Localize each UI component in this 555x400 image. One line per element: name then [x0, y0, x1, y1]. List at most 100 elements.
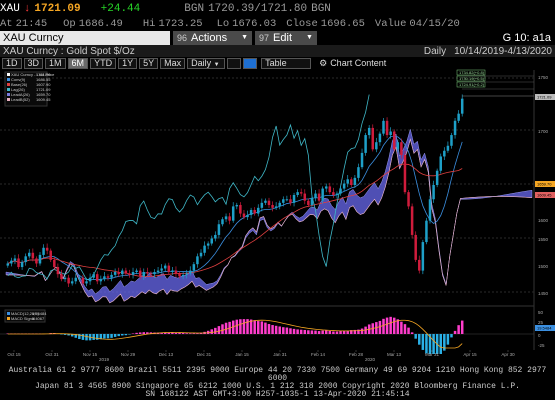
table-button[interactable]: Table: [261, 57, 312, 69]
legend-label: LeadB(52): [11, 97, 30, 102]
legend-label: XAU Curncy - Last Price: [11, 72, 55, 77]
macd-bar: [192, 333, 196, 334]
macd-bar: [378, 320, 382, 334]
macd-bar: [321, 330, 324, 334]
macd-bar: [271, 325, 274, 334]
range-1m-button[interactable]: 1M: [45, 57, 66, 69]
range-max-button[interactable]: Max: [160, 57, 186, 69]
candle-body: [138, 270, 142, 277]
candle-body: [435, 170, 439, 185]
macd-bar: [274, 325, 278, 334]
macd-bar: [296, 329, 299, 334]
annotation-2: 1730.19(+0.5): [459, 76, 485, 81]
candle-body: [217, 224, 221, 235]
candle-body: [167, 265, 171, 273]
security-input[interactable]: XAU Curncy: [0, 30, 170, 45]
candle-body: [249, 209, 253, 215]
macd-bar: [106, 334, 110, 339]
candle-body: [128, 273, 131, 275]
macd-bar: [443, 334, 446, 351]
candle-body: [328, 186, 332, 193]
candle-body: [439, 156, 442, 171]
time-axis-label: Mar 13: [387, 352, 402, 357]
macd-bar: [317, 331, 321, 334]
candle-body: [28, 252, 31, 257]
line-chart-icon[interactable]: [227, 57, 242, 69]
chart-toolbar: 1D 3D 1M 6M YTD 1Y 5Y Max Daily ▼ Table …: [0, 57, 555, 69]
time-axis-label: Dec 13: [159, 352, 174, 357]
candlesticks: [6, 94, 464, 288]
candle-body: [357, 167, 360, 178]
macd-bar: [260, 321, 264, 334]
candle-body: [339, 188, 342, 194]
chart-content-button[interactable]: ⚙ Chart Content: [319, 58, 386, 69]
legend-label: Base(26): [11, 82, 28, 87]
price-tick: 1750: [538, 75, 549, 80]
chart-content-label: Chart Content: [330, 58, 387, 68]
legend-swatch: [7, 73, 10, 76]
macd-bar: [385, 317, 389, 334]
candle-body: [203, 245, 206, 253]
candle-body: [289, 199, 292, 203]
edit-menu-button[interactable]: 97 Edit ▼: [255, 30, 317, 45]
candle-body: [45, 247, 49, 251]
macd-bar: [60, 334, 63, 335]
macd-bar: [231, 320, 235, 334]
candle-body: [410, 206, 414, 235]
candle-body: [267, 200, 271, 205]
macd-bar: [267, 324, 271, 334]
candle-chart-icon[interactable]: [243, 57, 258, 69]
time-axis-label: Oct 31: [45, 352, 59, 357]
range-1y-button[interactable]: 1Y: [118, 57, 138, 69]
time-axis: Oct 15 Oct 31 Nov 15 Nov 29 Dec 13 Dec 31 Jan …: [7, 350, 515, 362]
macd-bar: [332, 331, 335, 334]
range-3d-button[interactable]: 3D: [23, 57, 44, 69]
frequency-select[interactable]: Daily ▼: [187, 57, 226, 69]
macd-bar: [142, 332, 146, 334]
candle-body: [353, 177, 357, 185]
range-6m-button[interactable]: 6M: [67, 57, 89, 69]
chevron-down-icon: ▼: [241, 34, 249, 41]
chevron-down-icon: ▼: [213, 61, 220, 68]
macd-bar: [339, 331, 342, 334]
macd-bar: [350, 330, 353, 334]
candle-body: [450, 135, 453, 146]
candle-body: [446, 145, 450, 151]
candle-body: [257, 207, 260, 214]
candle-body: [360, 152, 364, 168]
macd-bar: [457, 325, 460, 334]
date-range[interactable]: 10/14/2019-4/13/2020: [454, 45, 552, 57]
macd-bar: [85, 334, 88, 341]
candle-body: [153, 272, 156, 275]
candle-body: [274, 206, 278, 208]
legend-value: 1659.70: [36, 92, 51, 97]
macd-bar: [242, 319, 246, 334]
time-axis-label: Apr 30: [501, 352, 515, 357]
range-5y-button[interactable]: 5Y: [139, 57, 159, 69]
annotation-3: 1724.91(+0.2): [459, 82, 485, 87]
ask-source: BGN: [311, 2, 331, 15]
macd-bar: [235, 319, 239, 334]
range-ytd-button[interactable]: YTD: [90, 57, 117, 69]
range-1d-button[interactable]: 1D: [2, 57, 22, 69]
candle-body: [124, 270, 128, 274]
macd-bar: [185, 333, 188, 334]
candle-body: [350, 179, 353, 185]
candle-body: [74, 277, 78, 282]
macd-legend: MACD(12,26,9) 19.5484 MACD Signal 5.4067: [7, 311, 47, 321]
lead-b-badge: 1609.45: [537, 193, 552, 198]
target-annotations: 1734.82(+0.8) 1730.19(+0.5) 1724.91(+0.2…: [456, 69, 534, 97]
macd-bar: [396, 319, 400, 334]
actions-menu-button[interactable]: 96 Actions ▼: [173, 30, 253, 45]
year-label: 2020: [365, 357, 376, 362]
time-axis-label: Nov 29: [121, 352, 136, 357]
ticker[interactable]: XAU: [0, 2, 20, 15]
time-axis-label: Jan 15: [235, 352, 249, 357]
macd-tick: 0: [538, 333, 541, 338]
macd-bar: [439, 334, 442, 354]
graph-code: G 10: a1a: [502, 31, 551, 44]
candle-body: [196, 256, 199, 265]
candle-body: [235, 204, 239, 207]
